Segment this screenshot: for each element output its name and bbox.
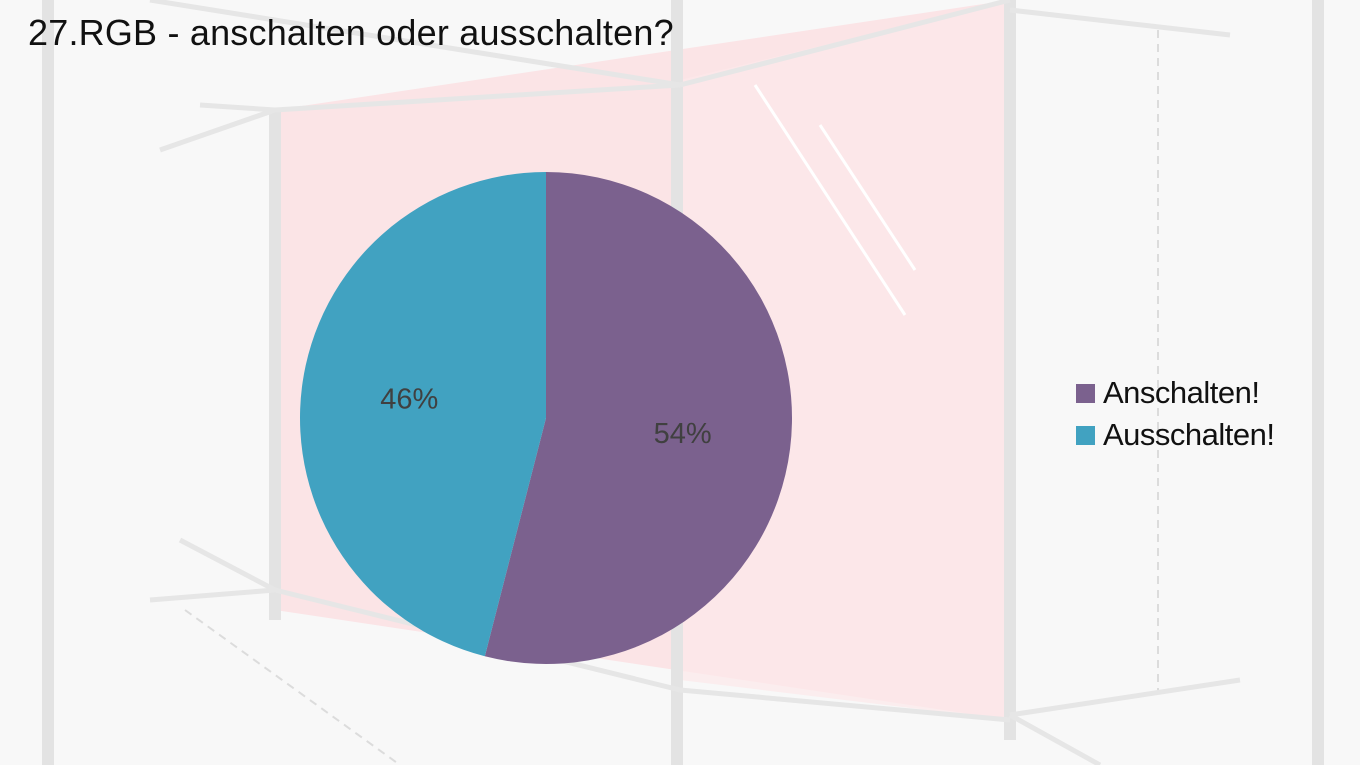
data-label-1: 54% <box>654 418 712 450</box>
pie-slice-2 <box>300 172 546 657</box>
data-label-2: 46% <box>380 383 438 415</box>
slide-title: 27.RGB - anschalten oder ausschalten? <box>28 12 674 53</box>
pie-slice-1 <box>484 172 793 665</box>
legend-label-1: Anschalten! <box>1103 375 1260 410</box>
legend-label-2: Ausschalten! <box>1103 417 1275 452</box>
legend-swatch-1 <box>1076 383 1095 403</box>
legend-item-2: Ausschalten! <box>1076 414 1275 456</box>
legend-swatch-2 <box>1076 425 1095 445</box>
pie-slices <box>300 172 793 665</box>
pie-data-labels: 54% 46% <box>380 383 711 450</box>
legend-item-1: Anschalten! <box>1076 372 1275 414</box>
chart-legend: Anschalten! Ausschalten! <box>1076 372 1275 456</box>
